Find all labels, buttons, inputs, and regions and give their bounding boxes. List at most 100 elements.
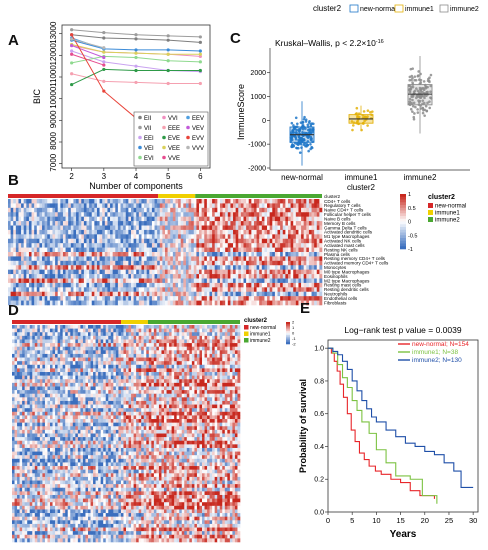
heatmap-cell: [128, 252, 132, 257]
heatmap-cell: [230, 216, 234, 222]
heatmap-cell: [133, 256, 137, 262]
heatmap-cell: [274, 229, 278, 235]
heatmap-cell: [209, 221, 213, 226]
heatmap-cell: [214, 225, 218, 231]
heatmap-cell: [34, 343, 38, 347]
bic-legend-marker: [162, 135, 166, 140]
heatmap-cell: [248, 216, 252, 222]
heatmap-cell: [246, 216, 250, 222]
heatmap-cell: [120, 382, 124, 387]
heatmap-cell: [194, 328, 198, 333]
heatmap-cell: [104, 238, 108, 244]
heatmap-cell: [280, 269, 284, 275]
heatmap-cell: [172, 238, 176, 244]
heatmap-cell: [240, 296, 244, 301]
chart-title-exponent: -16: [376, 39, 384, 45]
heatmap-cell: [15, 212, 19, 217]
heatmap-cell: [201, 221, 205, 226]
heatmap-cell: [81, 291, 85, 297]
heatmap-cell: [125, 221, 129, 226]
y-tick-label: 0: [262, 118, 266, 125]
box-jitter-point: [411, 110, 414, 113]
heatmap-cell: [15, 243, 19, 248]
heatmap-cell: [60, 282, 64, 288]
heatmap-cell: [27, 332, 31, 337]
heatmap-cell: [178, 199, 181, 204]
box-jitter-point: [311, 140, 314, 144]
heatmap-cell: [42, 274, 45, 279]
heatmap-cell: [39, 260, 43, 266]
heatmap-cell: [319, 287, 323, 293]
heatmap-cell: [115, 199, 119, 204]
heatmap-cell: [193, 291, 197, 297]
heatmap-cell: [172, 287, 176, 293]
heatmap-cell: [204, 332, 208, 337]
heatmap-cell: [246, 225, 250, 231]
heatmap-cell: [151, 265, 155, 270]
heatmap-cell: [193, 225, 197, 231]
heatmap-cell: [36, 229, 40, 235]
heatmap-cell: [306, 287, 310, 293]
heatmap-cell: [18, 287, 22, 293]
heatmap-cell: [306, 221, 310, 226]
heatmap-cell: [14, 357, 18, 362]
heatmap-cell: [285, 296, 289, 301]
heatmap-cell: [193, 216, 197, 222]
heatmap-cell: [219, 229, 223, 235]
heatmap-cell: [19, 339, 23, 344]
heatmap-cell: [306, 212, 310, 217]
heatmap-cell: [156, 364, 160, 369]
heatmap-cell: [62, 382, 66, 387]
heatmap-cell: [148, 335, 152, 340]
heatmap-cell: [44, 364, 48, 369]
heatmap-cell: [88, 357, 91, 362]
heatmap-cell: [224, 379, 228, 384]
heatmap-cell: [28, 274, 32, 279]
heatmap-cell: [57, 382, 61, 387]
heatmap-cell: [259, 265, 263, 270]
heatmap-cell: [34, 243, 38, 248]
heatmap-cell: [85, 335, 89, 340]
heatmap-cell: [238, 216, 242, 222]
heatmap-cell: [136, 361, 139, 366]
heatmap-cell: [75, 368, 79, 373]
heatmap-cell: [169, 382, 172, 387]
heatmap-cell: [298, 243, 302, 248]
heatmap-cell: [75, 364, 79, 369]
heatmap-cell: [83, 282, 87, 288]
heatmap-cell: [107, 265, 111, 270]
heatmap-cell: [285, 229, 289, 235]
heatmap-cell: [222, 282, 226, 288]
heatmap-cell: [180, 252, 184, 257]
heatmap-cell: [230, 207, 234, 213]
heatmap-cell: [104, 300, 108, 306]
heatmap-cell: [77, 379, 81, 384]
heatmap-cell: [98, 372, 101, 376]
heatmap-cell: [232, 361, 236, 366]
heatmap-cell: [57, 343, 61, 347]
heatmap-cell: [176, 328, 180, 333]
box-jitter-point: [361, 114, 365, 117]
heatmap-cell: [196, 346, 200, 351]
heatmap-cell: [15, 282, 19, 288]
heatmap-cell: [24, 325, 28, 329]
heatmap-cell: [256, 225, 260, 231]
heatmap-cell: [55, 343, 58, 347]
heatmap-cell: [311, 260, 315, 266]
bic-legend-label: VII: [144, 126, 152, 132]
heatmap-cell: [169, 368, 172, 373]
box-jitter-point: [408, 75, 412, 79]
heatmap-cell: [138, 265, 142, 270]
heatmap-cell: [149, 212, 153, 217]
heatmap-cell: [110, 379, 114, 384]
heatmap-cell: [209, 368, 213, 373]
heatmap-cell: [212, 282, 216, 288]
heatmap-cell: [306, 247, 310, 253]
heatmap-cell: [146, 243, 150, 248]
heatmap-cell: [88, 361, 91, 366]
heatmap-cell: [113, 353, 117, 358]
heatmap-cell: [105, 346, 109, 351]
heatmap-cell: [34, 216, 38, 222]
heatmap-cell: [222, 291, 226, 297]
heatmap-row-label: Resting NK cells: [324, 247, 358, 252]
